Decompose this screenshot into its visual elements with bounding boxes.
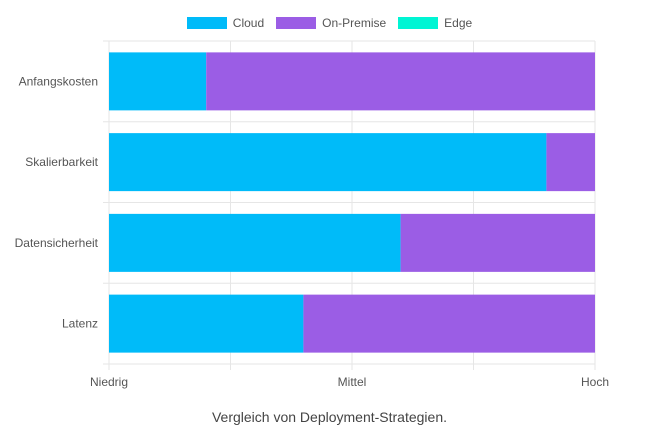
legend-label-cloud: Cloud [232,16,265,30]
legend-swatch-cloud [186,17,227,29]
legend-swatch-edge [398,17,439,29]
y-tick-label-anfangskosten: Anfangskosten [19,74,98,88]
legend-swatch-on-premise [276,17,317,29]
legend-label-edge: Edge [444,16,473,30]
bar-on-premise-skalierbarkeit[interactable] [546,133,595,192]
bar-cloud-latenz[interactable] [109,294,304,353]
y-tick-label-latenz: Latenz [62,317,98,331]
bar-cloud-skalierbarkeit[interactable] [109,133,547,192]
chart-legend: Cloud On-Premise Edge [0,16,659,30]
legend-item-on-premise[interactable]: On-Premise [276,16,386,30]
bar-on-premise-latenz[interactable] [303,294,595,353]
y-tick-label-datensicherheit: Datensicherheit [15,236,99,250]
legend-item-edge[interactable]: Edge [398,16,472,30]
bar-on-premise-datensicherheit[interactable] [400,213,595,272]
x-tick-label-hoch: Hoch [581,375,609,389]
bar-cloud-anfangskosten[interactable] [109,52,207,111]
bar-cloud-datensicherheit[interactable] [109,213,401,272]
bar-on-premise-anfangskosten[interactable] [206,52,595,111]
chart-caption: Vergleich von Deployment-Strategien. [211,409,448,425]
x-tick-label-niedrig: Niedrig [90,375,128,389]
x-tick-label-mittel: Mittel [338,375,367,389]
legend-item-cloud[interactable]: Cloud [186,16,265,30]
legend-label-on-premise: On-Premise [322,16,387,30]
y-tick-label-skalierbarkeit: Skalierbarkeit [25,155,98,169]
